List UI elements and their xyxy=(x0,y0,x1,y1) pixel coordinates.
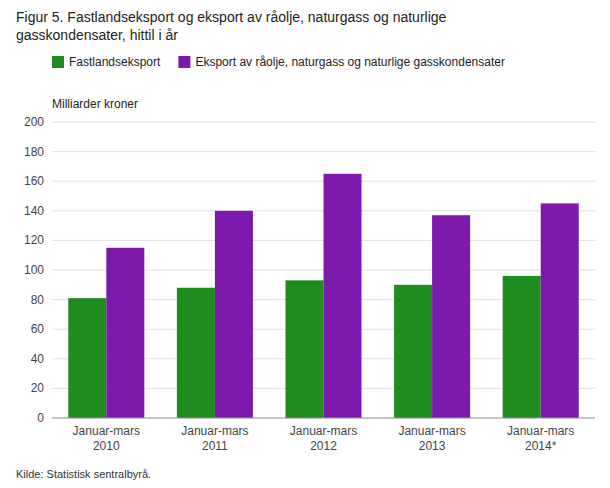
x-tick-label-line: 2013 xyxy=(419,439,446,453)
chart-svg: Figur 5. Fastlandseksport og eksport av … xyxy=(0,0,610,488)
x-tick-label-line: Januar-mars xyxy=(73,424,140,438)
x-tick-label-line: Januar-mars xyxy=(290,424,357,438)
y-tick-label: 140 xyxy=(24,204,44,218)
bar xyxy=(177,288,215,418)
x-axis-line xyxy=(52,418,595,419)
y-tick-label: 180 xyxy=(24,145,44,159)
y-axis: 0 20 40 60 80 100 120 140 160 180 200 xyxy=(24,115,44,425)
title-line: Figur 5. Fastlandseksport og eksport av … xyxy=(16,9,447,25)
y-tick-label: 40 xyxy=(31,352,45,366)
x-tick-label: Januar-mars2010 xyxy=(73,424,140,453)
x-tick-label: Januar-mars2014* xyxy=(507,424,574,453)
x-tick-label: Januar-mars2013 xyxy=(398,424,465,453)
y-tick-label: 160 xyxy=(24,174,44,188)
bar xyxy=(324,174,362,418)
x-tick-label-line: Januar-mars xyxy=(398,424,465,438)
chart-container: Figur 5. Fastlandseksport og eksport av … xyxy=(0,0,610,488)
x-tick-label: Januar-mars2011 xyxy=(181,424,248,453)
bar xyxy=(394,285,432,418)
y-tick-label: 60 xyxy=(31,322,45,336)
y-axis-label: Milliarder kroner xyxy=(52,97,138,111)
legend-label: Fastlandseksport xyxy=(69,55,161,69)
x-tick-label: Januar-mars2012 xyxy=(290,424,357,453)
x-tick-label-line: Januar-mars xyxy=(181,424,248,438)
legend-label: Eksport av råolje, naturgass og naturlig… xyxy=(195,55,505,69)
bar xyxy=(285,280,323,418)
bar xyxy=(106,248,144,418)
x-tick-label-line: 2011 xyxy=(202,439,228,453)
grid-line xyxy=(52,122,595,123)
title-line: gasskondensater, hittil i år xyxy=(16,27,178,43)
legend-item: Fastlandseksport xyxy=(52,55,161,69)
x-tick-label-line: Januar-mars xyxy=(507,424,574,438)
y-tick-label: 120 xyxy=(24,233,44,247)
legend-swatch xyxy=(52,56,64,68)
legend-item: Eksport av råolje, naturgass og naturlig… xyxy=(178,55,505,69)
bar-series xyxy=(106,174,578,418)
x-axis: Januar-mars2010Januar-mars2011Januar-mar… xyxy=(52,418,595,453)
title: Figur 5. Fastlandseksport og eksport av … xyxy=(16,9,447,43)
y-tick-label: 20 xyxy=(31,381,45,395)
bar xyxy=(503,276,541,418)
y-tick-label: 80 xyxy=(31,293,45,307)
bar xyxy=(68,298,106,418)
x-tick-label-line: 2010 xyxy=(93,439,120,453)
y-tick-label: 200 xyxy=(24,115,44,129)
bar xyxy=(541,203,579,418)
y-tick-label: 100 xyxy=(24,263,44,277)
grid-line xyxy=(52,418,595,419)
y-tick-label: 0 xyxy=(37,411,44,425)
bars xyxy=(68,174,578,418)
grid xyxy=(52,122,595,418)
grid-line xyxy=(52,151,595,152)
bar xyxy=(432,215,470,418)
annotation: Kilde: Statistisk sentralbyrå. xyxy=(16,468,151,480)
legend-swatch xyxy=(178,56,190,68)
legend: Fastlandseksport Eksport av råolje, natur… xyxy=(52,55,505,69)
bar xyxy=(215,211,253,418)
x-tick-label-line: 2014* xyxy=(525,439,557,453)
x-tick-label-line: 2012 xyxy=(310,439,337,453)
